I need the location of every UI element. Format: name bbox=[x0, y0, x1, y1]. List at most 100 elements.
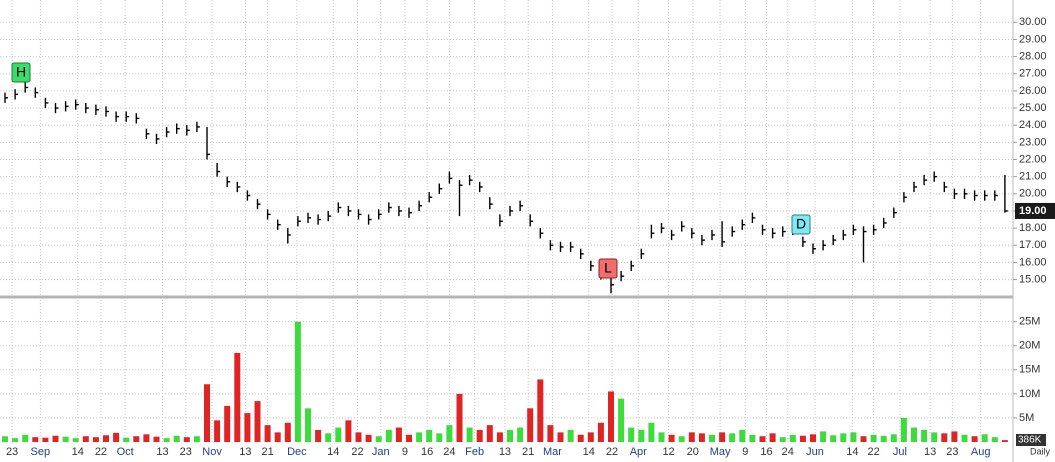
last-volume-box bbox=[1016, 434, 1046, 446]
x-tick-label: 14 bbox=[583, 446, 595, 458]
volume-bar bbox=[941, 433, 948, 442]
x-tick-label: 24 bbox=[443, 446, 455, 458]
y-tick-label: 24.00 bbox=[1019, 119, 1047, 131]
volume-bar bbox=[406, 434, 412, 442]
volume-bar bbox=[42, 437, 49, 442]
marker-label: H bbox=[16, 64, 26, 80]
volume-bar bbox=[810, 434, 816, 442]
volume-bar bbox=[880, 435, 887, 442]
volume-bar bbox=[294, 321, 301, 442]
last-volume-label: 386K bbox=[1018, 435, 1042, 446]
x-tick-label: 12 bbox=[662, 446, 674, 458]
x-tick-label: 13 bbox=[239, 446, 251, 458]
volume-bar bbox=[931, 432, 938, 442]
volume-bar bbox=[870, 434, 877, 442]
y-tick-label: 18.00 bbox=[1019, 222, 1047, 234]
x-tick-label: May bbox=[710, 446, 731, 458]
volume-bar bbox=[698, 433, 705, 442]
y-tick-label: 16.00 bbox=[1019, 256, 1047, 268]
y-tick-label: 27.00 bbox=[1019, 68, 1047, 80]
y-tick-label: 23.00 bbox=[1019, 136, 1047, 148]
volume-bar bbox=[769, 433, 776, 442]
volume-bar bbox=[618, 398, 625, 442]
volume-bar bbox=[789, 434, 796, 442]
x-tick-label: Mar bbox=[543, 446, 562, 458]
volume-bar bbox=[597, 422, 604, 442]
volume-bar bbox=[709, 434, 715, 442]
volume-bar bbox=[466, 427, 473, 442]
volume-bar bbox=[183, 437, 190, 442]
volume-bar bbox=[32, 437, 39, 442]
volume-bar bbox=[678, 436, 685, 442]
volume-bar bbox=[658, 432, 665, 442]
volume-bar bbox=[12, 438, 19, 442]
volume-bar bbox=[830, 435, 837, 442]
volume-bar bbox=[820, 431, 827, 442]
volume-bar bbox=[214, 420, 221, 442]
volume-bar bbox=[567, 429, 574, 442]
volume-bar bbox=[173, 435, 180, 442]
volume-bar bbox=[971, 436, 978, 442]
y-tick-label: 5M bbox=[1019, 412, 1034, 424]
x-tick-label: 21 bbox=[522, 446, 534, 458]
volume-bar bbox=[385, 429, 392, 442]
marker-box bbox=[791, 214, 811, 235]
x-tick-label: 24 bbox=[782, 446, 794, 458]
volume-bar bbox=[345, 420, 352, 442]
volume-bar bbox=[638, 429, 645, 442]
volume-bar bbox=[688, 432, 695, 442]
volume-bar bbox=[22, 434, 29, 442]
volume-bar bbox=[900, 417, 907, 442]
y-tick-label: 20.00 bbox=[1019, 188, 1047, 200]
volume-bar bbox=[517, 427, 524, 442]
x-tick-label: Jun bbox=[806, 446, 824, 458]
x-tick-label: Apr bbox=[630, 446, 647, 458]
volume-bar bbox=[204, 384, 210, 442]
volume-bar bbox=[840, 433, 847, 442]
x-tick-label: 23 bbox=[180, 446, 192, 458]
volume-bar bbox=[193, 436, 200, 442]
marker-label: D bbox=[796, 216, 806, 232]
volume-bar bbox=[850, 432, 857, 442]
y-tick-label: 17.00 bbox=[1019, 239, 1047, 251]
volume-bar bbox=[163, 438, 170, 442]
x-tick-label: 22 bbox=[867, 446, 879, 458]
volume-bar bbox=[365, 434, 372, 442]
marker-box bbox=[11, 62, 31, 83]
x-tick-label: Aug bbox=[971, 446, 991, 458]
x-tick-label: Oct bbox=[117, 446, 134, 458]
x-tick-label: 16 bbox=[421, 446, 433, 458]
volume-bar bbox=[335, 427, 342, 442]
x-tick-label: 14 bbox=[327, 446, 339, 458]
volume-bar bbox=[355, 432, 362, 442]
y-tick-label: 22.00 bbox=[1019, 153, 1047, 165]
volume-bar bbox=[395, 427, 402, 442]
volume-bar bbox=[305, 408, 311, 442]
y-tick-label: 20M bbox=[1019, 340, 1040, 352]
volume-bar bbox=[507, 429, 513, 442]
volume-bar bbox=[719, 432, 726, 442]
y-tick-label: 26.00 bbox=[1019, 85, 1047, 97]
volume-bar bbox=[254, 401, 261, 442]
volume-bar bbox=[244, 413, 251, 442]
y-tick-label: 15M bbox=[1019, 364, 1040, 376]
volume-bar bbox=[779, 437, 786, 442]
volume-bar bbox=[113, 432, 120, 442]
y-tick-label: 29.00 bbox=[1019, 33, 1047, 45]
volume-bar bbox=[315, 429, 322, 442]
x-tick-label: 22 bbox=[95, 446, 107, 458]
volume-bar bbox=[668, 434, 675, 442]
volume-bar bbox=[921, 429, 928, 442]
volume-bar bbox=[476, 429, 483, 442]
volume-bar bbox=[375, 436, 382, 442]
y-tick-label: 10M bbox=[1019, 388, 1040, 400]
volume-bar bbox=[951, 431, 958, 442]
x-tick-label: 14 bbox=[72, 446, 84, 458]
marker-box bbox=[598, 258, 618, 279]
x-tick-label: Jul bbox=[893, 446, 907, 458]
volume-bar bbox=[133, 436, 140, 442]
y-tick-label: 21.00 bbox=[1019, 171, 1047, 183]
y-tick-label: 25.00 bbox=[1019, 102, 1047, 114]
volume-bar bbox=[72, 438, 79, 442]
x-tick-label: 23 bbox=[6, 446, 18, 458]
